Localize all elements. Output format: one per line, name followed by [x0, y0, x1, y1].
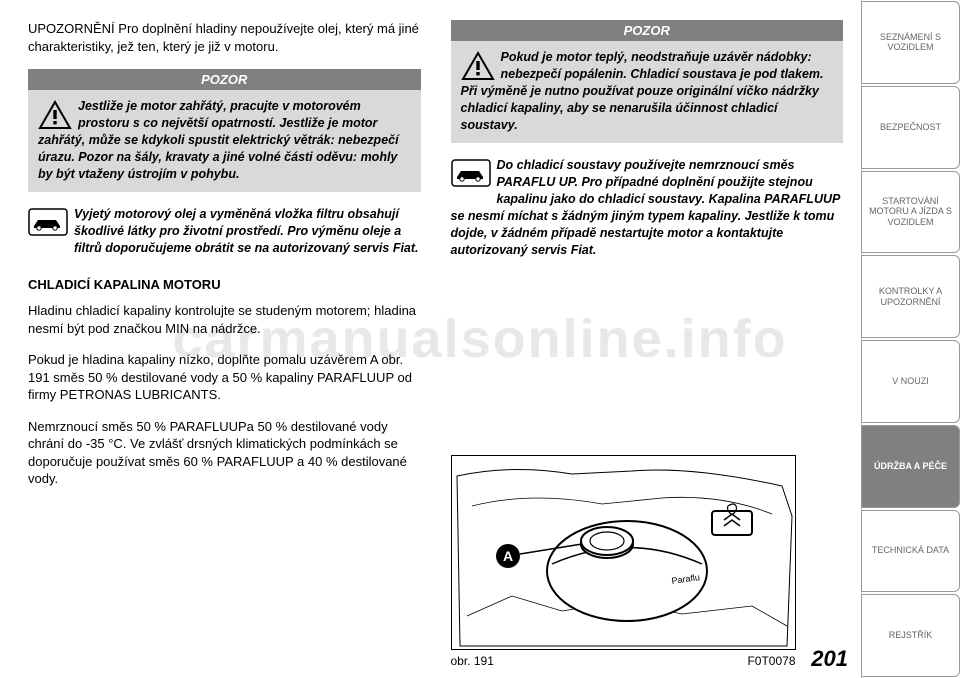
tab-maintenance[interactable]: ÚDRŽBA A PÉČE — [861, 425, 960, 508]
tab-emergency[interactable]: V NOUZI — [861, 340, 960, 423]
tab-starting-driving[interactable]: STARTOVÁNÍ MOTORU A JÍZDA S VOZIDLEM — [861, 171, 960, 254]
figure-number: obr. 191 — [451, 654, 494, 668]
intro-paragraph: UPOZORNĚNÍ Pro doplnění hladiny nepoužív… — [28, 20, 421, 55]
tab-warning-lights[interactable]: KONTROLKY A UPOZORNĚNÍ — [861, 255, 960, 338]
info-text-1: Vyjetý motorový olej a vyměněná vložka f… — [74, 207, 419, 255]
right-column: POZOR Pokud je motor teplý, neodstraňuje… — [451, 20, 844, 668]
page-container: UPOZORNĚNÍ Pro doplnění hladiny nepoužív… — [0, 0, 960, 678]
info-block-2: Do chladicí soustavy používejte nemrznou… — [451, 157, 844, 258]
left-column: UPOZORNĚNÍ Pro doplnění hladiny nepoužív… — [28, 20, 421, 668]
car-eco-icon — [28, 208, 68, 240]
car-eco-icon — [451, 159, 491, 191]
warning-header-1: POZOR — [28, 69, 421, 90]
tab-safety[interactable]: BEZPEČNOST — [861, 86, 960, 169]
tab-index[interactable]: REJSTŘÍK — [861, 594, 960, 677]
paragraph-1: Hladinu chladicí kapaliny kontrolujte se… — [28, 302, 421, 337]
warning-text-1: Jestliže je motor zahřátý, pracujte v mo… — [38, 99, 399, 181]
warning-body-2: Pokud je motor teplý, neodstraňuje uzávě… — [451, 41, 844, 143]
paragraph-2: Pokud je hladina kapaliny nízko, doplňte… — [28, 351, 421, 404]
figure-caption: obr. 191 F0T0078 — [451, 654, 796, 668]
paragraph-3: Nemrznoucí směs 50 % PARAFLUUPa 50 % des… — [28, 418, 421, 488]
info-text-2: Do chladicí soustavy používejte nemrznou… — [451, 158, 840, 256]
warning-text-2: Pokud je motor teplý, neodstraňuje uzávě… — [461, 50, 824, 132]
figure-marker-a: A — [502, 548, 512, 564]
section-heading: CHLADICÍ KAPALINA MOTORU — [28, 277, 421, 292]
figure-191: Paraflu A — [451, 455, 796, 650]
info-block-1: Vyjetý motorový olej a vyměněná vložka f… — [28, 206, 421, 257]
tab-vehicle-intro[interactable]: SEZNÁMENÍ S VOZIDLEM — [861, 1, 960, 84]
warning-box-2: POZOR Pokud je motor teplý, neodstraňuje… — [451, 20, 844, 143]
figure-code: F0T0078 — [747, 654, 795, 668]
sidebar-tabs: SEZNÁMENÍ S VOZIDLEM BEZPEČNOST STARTOVÁ… — [861, 0, 960, 678]
content-area: UPOZORNĚNÍ Pro doplnění hladiny nepoužív… — [0, 0, 861, 678]
warning-box-1: POZOR Jestliže je motor zahřátý, pracujt… — [28, 69, 421, 192]
warning-header-2: POZOR — [451, 20, 844, 41]
warning-triangle-icon — [38, 100, 72, 130]
tab-technical-data[interactable]: TECHNICKÁ DATA — [861, 510, 960, 593]
warning-triangle-icon — [461, 51, 495, 81]
warning-body-1: Jestliže je motor zahřátý, pracujte v mo… — [28, 90, 421, 192]
